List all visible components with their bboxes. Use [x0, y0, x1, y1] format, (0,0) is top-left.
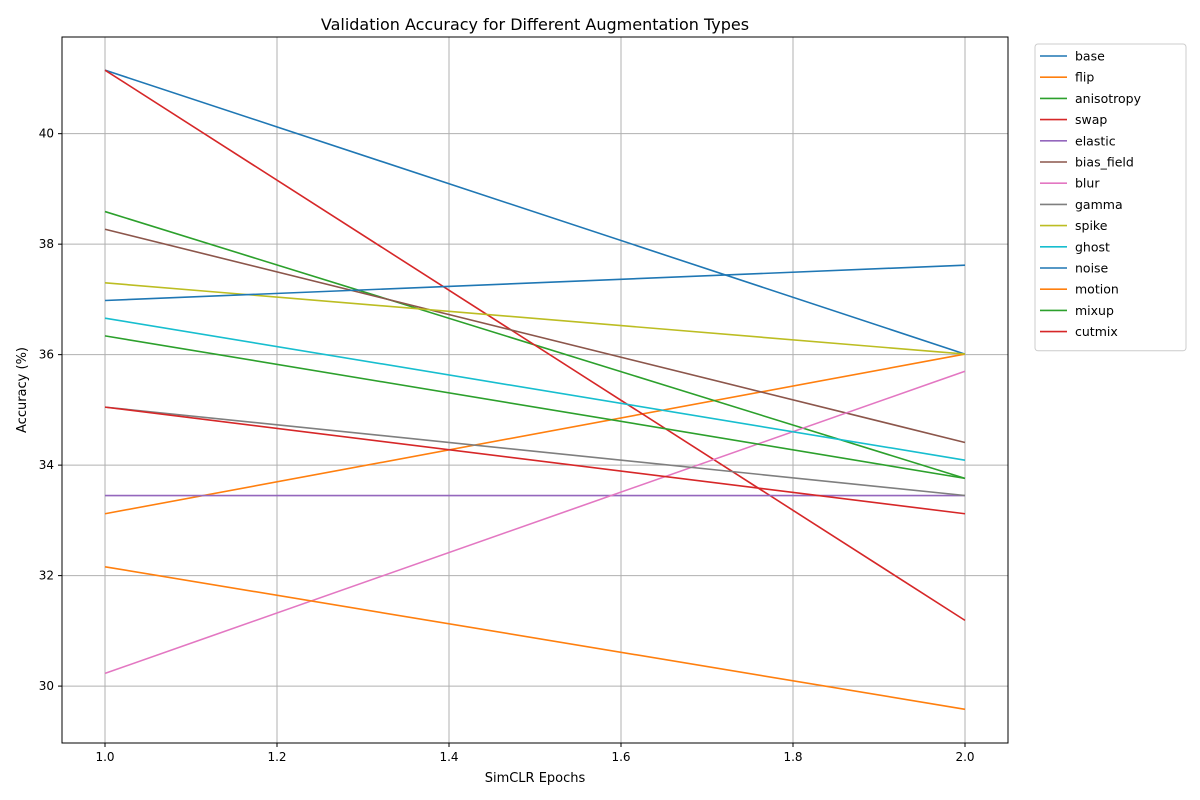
axes-frame [61, 36, 1009, 744]
x-tick-label: 2.0 [955, 750, 974, 764]
legend-label-ghost: ghost [1075, 239, 1110, 254]
y-axis-label: Accuracy (%) [15, 347, 30, 433]
legend-label-mixup: mixup [1075, 303, 1114, 318]
legend-label-blur: blur [1075, 176, 1100, 191]
series-line-gamma [104, 406, 966, 497]
series-line-blur [104, 370, 966, 675]
x-tick-label: 1.6 [611, 750, 630, 764]
x-tick-label: 1.4 [439, 750, 458, 764]
series-line-bias-field [104, 228, 966, 444]
x-tick-label: 1.8 [783, 750, 802, 764]
chart-title: Validation Accuracy for Different Augmen… [321, 15, 749, 34]
series-line-ghost [104, 317, 966, 461]
series-line-mixup [104, 335, 966, 480]
legend-label-motion: motion [1075, 282, 1119, 297]
y-tick-label: 30 [39, 679, 54, 693]
series-line-cutmix [104, 406, 966, 515]
y-tick-label: 34 [39, 458, 54, 472]
series-line-noise [104, 264, 966, 302]
series-line-base [104, 69, 966, 355]
series-line-spike [104, 282, 966, 355]
legend-label-swap: swap [1075, 112, 1107, 127]
grid-lines [62, 37, 1008, 743]
y-tick-label: 36 [39, 348, 54, 362]
legend-label-spike: spike [1075, 218, 1108, 233]
plot-frame [61, 36, 1009, 744]
legend-label-cutmix: cutmix [1075, 324, 1118, 339]
series-line-swap [104, 69, 966, 622]
legend-label-elastic: elastic [1075, 133, 1116, 148]
legend-label-noise: noise [1075, 261, 1109, 276]
series-line-motion [104, 565, 966, 711]
axis-ticks: 1.0 1.2 1.4 1.6 1.8 2.0 30 32 34 36 38 40 [39, 127, 975, 764]
legend-label-flip: flip [1075, 70, 1094, 85]
legend-label-bias-field: bias_field [1075, 155, 1134, 170]
y-tick-label: 38 [39, 237, 54, 251]
y-tick-label: 32 [39, 569, 54, 583]
series-line-flip [104, 353, 966, 515]
series-lines [104, 69, 966, 711]
legend-box [1034, 43, 1187, 352]
legend-label-anisotropy: anisotropy [1075, 91, 1142, 106]
legend-label-gamma: gamma [1075, 197, 1123, 212]
legend-label-base: base [1075, 49, 1105, 64]
y-tick-label: 40 [39, 127, 54, 141]
x-tick-label: 1.2 [267, 750, 286, 764]
legend: base flip anisotropy swap elastic bias_fieldb… [1034, 43, 1187, 352]
x-tick-label: 1.0 [95, 750, 114, 764]
x-axis-label: SimCLR Epochs [485, 771, 586, 786]
